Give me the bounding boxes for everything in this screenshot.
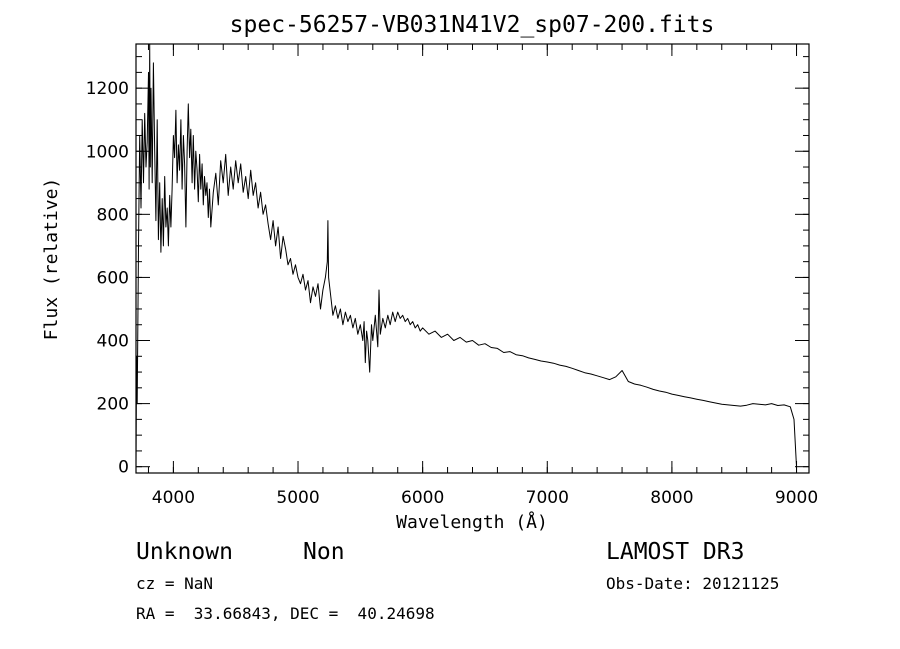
redshift-readout: cz = NaN xyxy=(136,574,213,593)
plot-frame xyxy=(135,43,810,474)
x-axis-label: Wavelength (Å) xyxy=(396,511,548,533)
object-class: Unknown xyxy=(136,539,233,565)
y-tick-label: 1200 xyxy=(86,79,129,99)
y-tick-label: 1000 xyxy=(86,142,129,162)
x-tick-label: 5000 xyxy=(276,488,319,508)
y-tick-label: 200 xyxy=(97,395,129,415)
obs-date: Obs-Date: 20121125 xyxy=(606,574,779,593)
x-tick-label: 4000 xyxy=(152,488,195,508)
x-tick-label: 7000 xyxy=(526,488,569,508)
y-tick-label: 0 xyxy=(118,458,129,478)
coordinates-readout: RA = 33.66843, DEC = 40.24698 xyxy=(136,604,435,623)
x-tick-label: 8000 xyxy=(650,488,693,508)
y-tick-label: 800 xyxy=(97,205,129,225)
survey-name: LAMOST DR3 xyxy=(606,539,744,565)
axis-tick-labels: 4000 5000 6000 7000 8000 9000 0 200 400 600 800 100… xyxy=(86,79,818,508)
axis-ticks xyxy=(136,44,809,473)
y-axis-label: Flux (relative) xyxy=(41,178,62,341)
x-tick-label: 9000 xyxy=(775,488,818,508)
y-tick-label: 400 xyxy=(97,332,129,352)
x-tick-label: 6000 xyxy=(401,488,444,508)
chart-title: spec-56257-VB031N41V2_sp07-200.fits xyxy=(230,12,715,38)
spectrum-line xyxy=(135,43,797,467)
object-subclass: Non xyxy=(303,539,345,565)
y-tick-label: 600 xyxy=(97,268,129,288)
